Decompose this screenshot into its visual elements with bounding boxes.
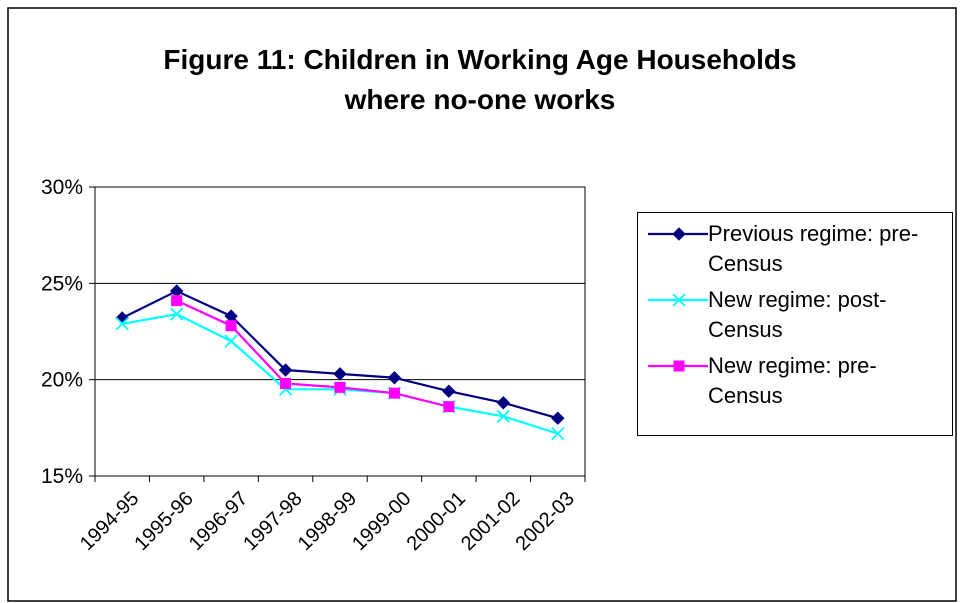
data-point	[224, 334, 238, 348]
data-point	[333, 367, 347, 381]
data-point	[334, 381, 346, 393]
data-point	[387, 371, 402, 385]
data-point	[496, 396, 511, 410]
y-tick-label: 20%	[41, 369, 83, 392]
legend-marker	[672, 227, 686, 241]
data-point	[280, 378, 292, 390]
data-point	[278, 363, 293, 377]
data-point	[171, 295, 183, 307]
legend-swatch	[648, 293, 708, 307]
plot-area	[95, 187, 585, 476]
data-point	[551, 411, 565, 425]
legend-label: New regime: pre-Census	[708, 353, 877, 408]
plot-border	[94, 186, 586, 477]
data-point	[443, 401, 455, 413]
title-box: Figure 11: Children in Working Age House…	[163, 44, 797, 115]
series-line	[176, 299, 450, 408]
data-point	[115, 317, 129, 331]
chart-title: Figure 11: Children in Working Age House…	[163, 44, 797, 115]
legend-swatch	[648, 360, 708, 372]
data-point	[225, 320, 237, 332]
y-tick-label: 15%	[41, 465, 83, 488]
legend-swatch	[648, 227, 708, 241]
legend: Previous regime: pre-Census New regime: p…	[637, 212, 953, 436]
data-point	[496, 409, 510, 423]
legend-item: New regime: pre-Census	[638, 351, 952, 411]
legend-item: New regime: post-Census	[638, 285, 952, 345]
data-point	[442, 384, 456, 398]
y-tick-label: 30%	[41, 176, 83, 199]
data-point	[388, 387, 400, 399]
legend-label: New regime: post-Census	[708, 287, 887, 342]
data-point	[551, 426, 565, 441]
legend-marker	[672, 293, 686, 307]
y-tick-label: 25%	[41, 272, 83, 295]
data-point	[170, 307, 184, 321]
legend-label: Previous regime: pre-Census	[708, 221, 919, 276]
legend-marker	[673, 360, 685, 372]
legend-item: Previous regime: pre-Census	[638, 219, 952, 279]
